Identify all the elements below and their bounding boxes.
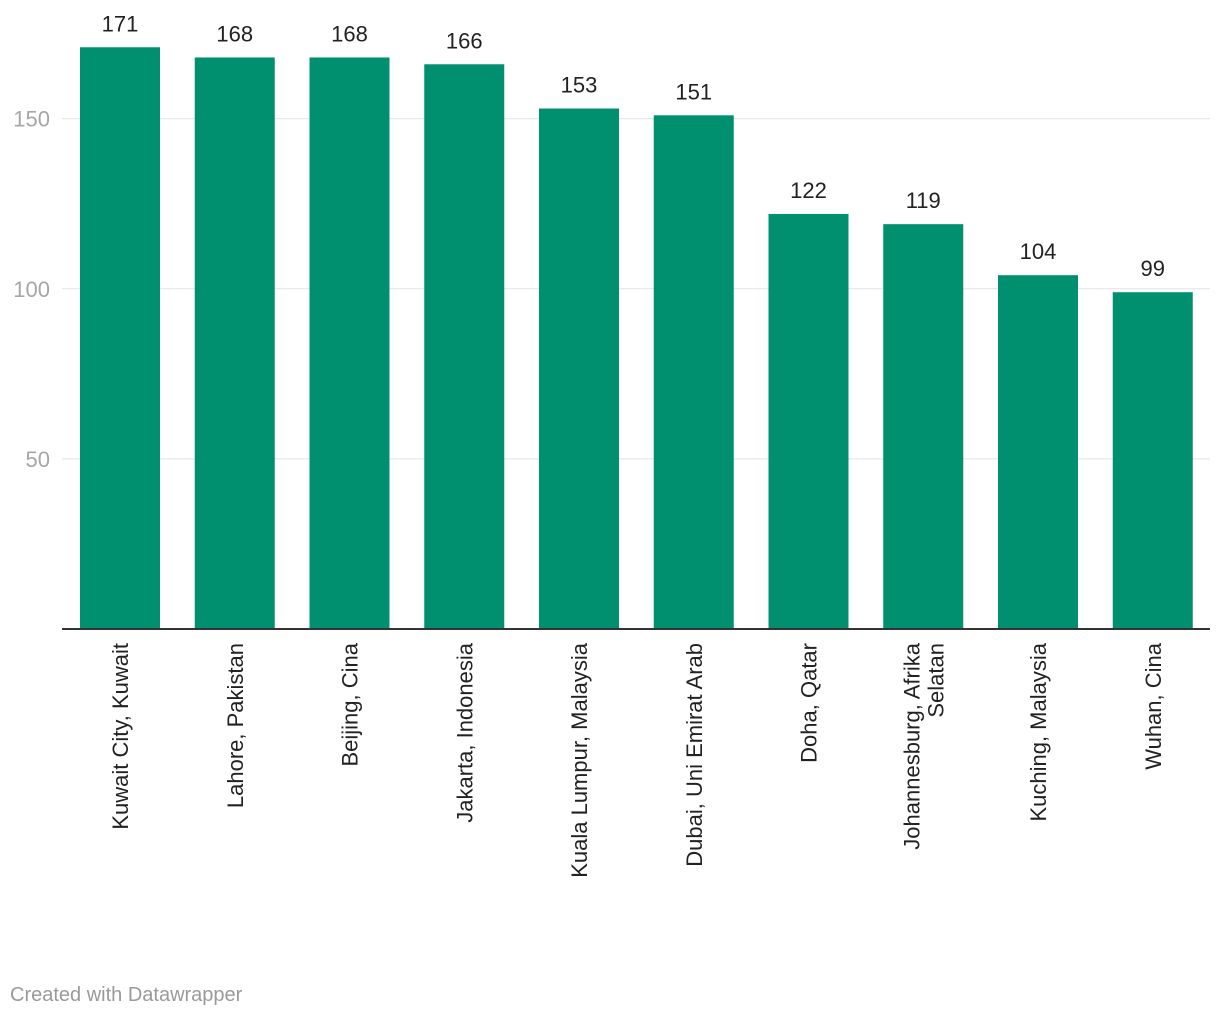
y-tick-label: 50 [26,447,50,472]
bar [998,275,1078,629]
x-category-label: Wuhan, Cina [1141,642,1166,770]
bar-value-label: 104 [1020,239,1057,264]
bar [424,64,505,629]
bar-value-label: 166 [446,28,483,53]
bar-value-label: 171 [102,11,139,36]
y-tick-label: 150 [13,107,50,132]
x-category-label: Dubai, Uni Emirat Arab [682,643,707,867]
x-category-label: Kuala Lumpur, Malaysia [567,642,592,878]
bar-value-label: 153 [561,72,598,97]
x-category-label: Lahore, Pakistan [223,643,248,808]
x-category-label: Kuching, Malaysia [1026,642,1051,821]
bar [768,213,849,629]
bar [1112,292,1193,629]
datawrapper-credit: Created with Datawrapper [10,984,243,1006]
bar-value-label: 168 [331,21,368,46]
x-category-label: Johannesburg, Afrika [899,642,924,849]
bar [80,47,160,630]
y-tick-label: 100 [13,277,50,302]
bar [539,108,619,629]
bar-chart: 50 100 150 171 Kuwait City, Kuwait 168 Lahore,… [13,11,1210,878]
bar-value-label: 168 [216,21,253,46]
bar-value-label: 119 [906,188,941,213]
x-category-label: Kuwait City, Kuwait [108,643,133,830]
x-category-label: Selatan [923,643,948,718]
bar [883,224,964,630]
x-category-label: Beijing, Cina [338,642,363,766]
bar-value-label: 122 [790,178,827,203]
x-category-label: Doha, Qatar [797,643,822,763]
bar [309,57,390,630]
x-category-label: Jakarta, Indonesia [452,642,477,823]
bar [653,115,734,630]
bar-value-label: 99 [1141,256,1165,281]
bar [194,57,275,630]
bar-value-label: 151 [675,79,712,104]
